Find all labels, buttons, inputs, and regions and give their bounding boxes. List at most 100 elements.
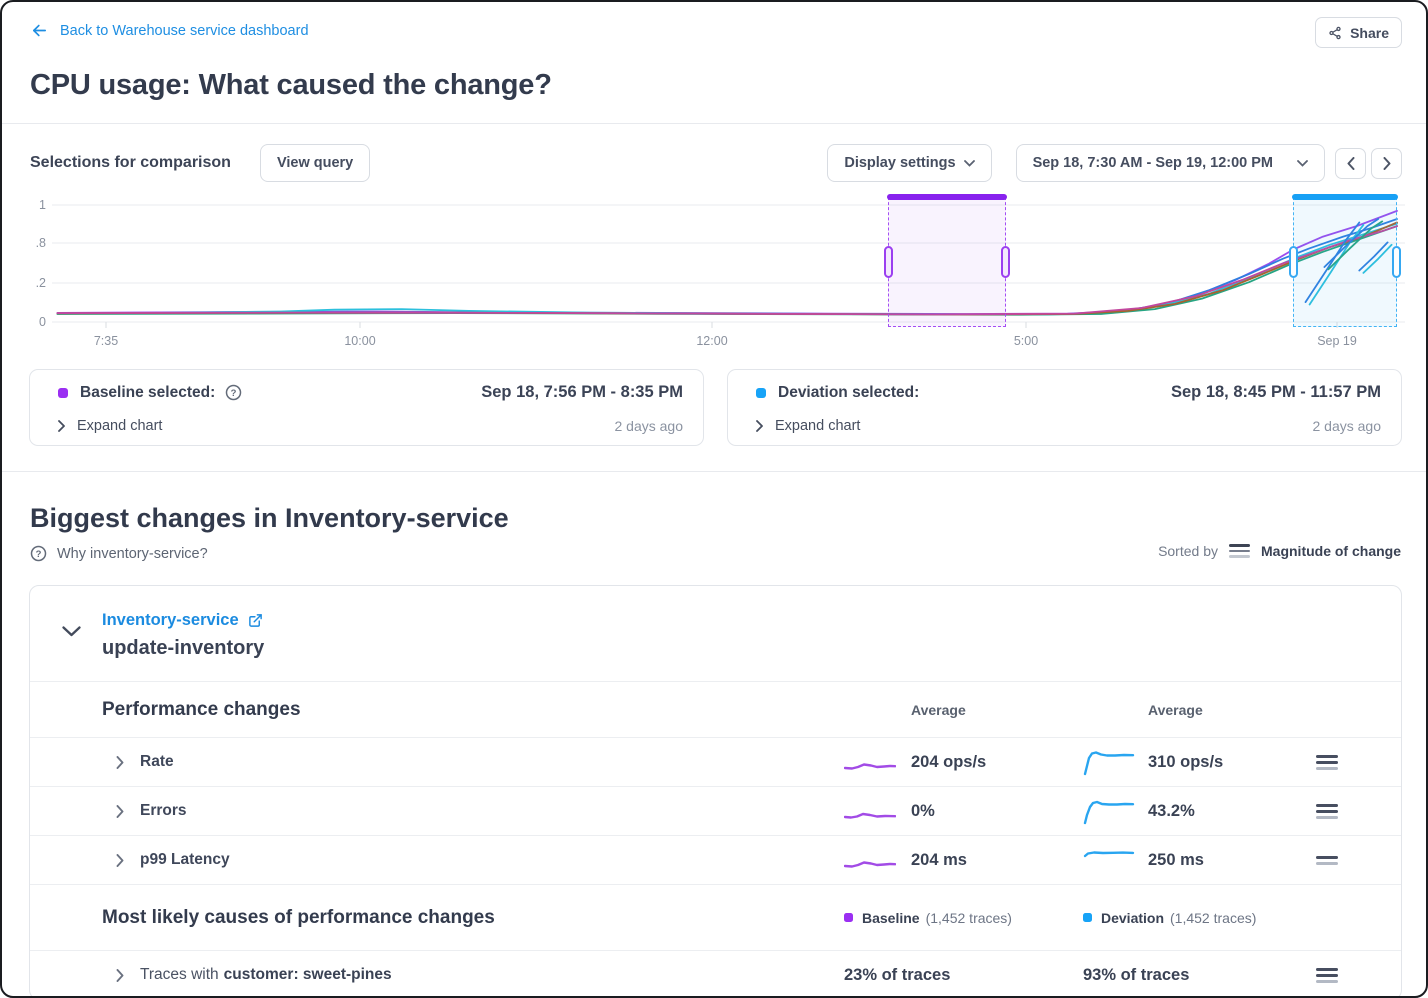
deviation-sparkline bbox=[1083, 851, 1135, 858]
svg-text:.2: .2 bbox=[36, 276, 46, 290]
baseline-left-handle[interactable] bbox=[884, 246, 893, 278]
svg-text:7:35: 7:35 bbox=[94, 334, 118, 348]
baseline-sparkline bbox=[844, 861, 896, 868]
deviation-value: 93% of traces bbox=[1083, 965, 1190, 984]
magnitude-indicator-icon bbox=[1316, 754, 1338, 770]
deviation-left-handle[interactable] bbox=[1289, 246, 1298, 278]
svg-text:10:00: 10:00 bbox=[344, 334, 375, 348]
deviation-legend: Deviation (1,452 traces) bbox=[1083, 910, 1316, 926]
share-button-label: Share bbox=[1350, 24, 1389, 41]
chevron-down-icon bbox=[963, 159, 975, 167]
selection-cards: Baseline selected: ? Sep 18, 7:56 PM - 8… bbox=[29, 369, 1402, 446]
deviation-right-handle[interactable] bbox=[1392, 246, 1401, 278]
baseline-value: 23% of traces bbox=[844, 965, 951, 984]
service-link[interactable]: Inventory-service bbox=[102, 611, 263, 630]
service-name: Inventory-service bbox=[102, 611, 239, 629]
time-range-label: Sep 18, 7:30 AM - Sep 19, 12:00 PM bbox=[1032, 155, 1273, 171]
arrow-left-icon bbox=[31, 22, 48, 39]
changes-title: Biggest changes in Inventory-service bbox=[30, 503, 509, 533]
changes-section-header: Biggest changes in Inventory-service ? W… bbox=[30, 503, 1401, 562]
chevron-right-icon[interactable] bbox=[116, 968, 124, 982]
baseline-value: 204 ops/s bbox=[911, 752, 987, 771]
view-query-button[interactable]: View query bbox=[259, 144, 371, 182]
top-bar: Back to Warehouse service dashboard Shar… bbox=[2, 2, 1426, 48]
deviation-relative-time: 2 days ago bbox=[1312, 418, 1382, 434]
deviation-value: 310 ops/s bbox=[1148, 752, 1224, 771]
deviation-selection[interactable] bbox=[1289, 194, 1401, 327]
baseline-sparkline bbox=[844, 812, 896, 819]
row-label: p99 Latency bbox=[140, 851, 230, 868]
sort-control[interactable]: Sorted by Magnitude of change bbox=[1158, 543, 1401, 562]
comparison-chart: 1 .8 .2 0 7:35 10:00 12:00 5:00 Sep 19 bbox=[2, 194, 1426, 353]
next-range-button[interactable] bbox=[1371, 147, 1402, 179]
chevron-down-icon[interactable] bbox=[62, 624, 81, 642]
deviation-expand-chart[interactable]: Expand chart bbox=[756, 418, 860, 434]
baseline-expand-chart[interactable]: Expand chart bbox=[58, 418, 162, 434]
svg-text:.8: .8 bbox=[36, 236, 46, 250]
table-row-rate[interactable]: Rate 204 ops/s 310 ops/s bbox=[30, 737, 1401, 786]
display-settings-button[interactable]: Display settings bbox=[827, 144, 992, 182]
comparison-toolbar: Selections for comparison View query Dis… bbox=[2, 124, 1426, 182]
baseline-dot bbox=[58, 387, 68, 398]
page-title: CPU usage: What caused the change? bbox=[30, 69, 552, 101]
service-panel-header[interactable]: Inventory-service update-inventory bbox=[30, 586, 1401, 681]
row-label-prefix: Traces with bbox=[140, 966, 219, 983]
svg-text:1: 1 bbox=[39, 198, 46, 212]
magnitude-indicator-icon bbox=[1316, 967, 1338, 983]
share-icon bbox=[1328, 26, 1342, 40]
baseline-relative-time: 2 days ago bbox=[614, 418, 684, 434]
expand-chart-label: Expand chart bbox=[775, 418, 861, 434]
chevron-right-icon[interactable] bbox=[116, 755, 124, 769]
chevron-right-icon bbox=[58, 420, 65, 432]
chevron-down-icon bbox=[1297, 159, 1308, 167]
causes-heading: Most likely causes of performance change… bbox=[102, 906, 495, 928]
time-nav-group bbox=[1335, 147, 1402, 179]
magnitude-indicator-icon bbox=[1316, 855, 1338, 865]
baseline-selection-top-bar[interactable] bbox=[887, 194, 1007, 200]
baseline-value: 0% bbox=[911, 801, 935, 820]
table-row-traces-customer[interactable]: Traces with customer: sweet-pines 23% of… bbox=[30, 950, 1401, 996]
deviation-value: 250 ms bbox=[1148, 850, 1204, 869]
header-divider bbox=[2, 123, 1426, 124]
why-label: Why inventory-service? bbox=[57, 545, 208, 562]
performance-header-row: Performance changes Average Average bbox=[30, 681, 1401, 737]
baseline-selection[interactable] bbox=[884, 194, 1010, 327]
baseline-card: Baseline selected: ? Sep 18, 7:56 PM - 8… bbox=[29, 369, 704, 446]
deviation-dot bbox=[1083, 913, 1092, 922]
performance-heading: Performance changes bbox=[102, 698, 301, 720]
external-link-icon bbox=[248, 613, 263, 628]
selections-label: Selections for comparison bbox=[30, 154, 231, 171]
deviation-dot bbox=[756, 387, 766, 398]
chevron-left-icon bbox=[1347, 156, 1355, 170]
deviation-average-header: Average bbox=[1148, 701, 1203, 718]
display-settings-label: Display settings bbox=[844, 155, 956, 171]
time-range-picker[interactable]: Sep 18, 7:30 AM - Sep 19, 12:00 PM bbox=[1015, 144, 1325, 182]
row-label: Rate bbox=[140, 753, 174, 770]
share-button[interactable]: Share bbox=[1315, 17, 1402, 48]
deviation-selection-top-bar[interactable] bbox=[1292, 194, 1398, 200]
back-link[interactable]: Back to Warehouse service dashboard bbox=[31, 22, 309, 39]
svg-text:12:00: 12:00 bbox=[696, 334, 727, 348]
table-row-p99-latency[interactable]: p99 Latency 204 ms 250 ms bbox=[30, 835, 1401, 884]
table-row-errors[interactable]: Errors 0% 43.2% bbox=[30, 786, 1401, 835]
operation-name: update-inventory bbox=[102, 637, 265, 659]
baseline-value: 204 ms bbox=[911, 850, 967, 869]
chevron-right-icon bbox=[756, 420, 763, 432]
help-icon[interactable]: ? bbox=[225, 384, 242, 401]
why-inventory-service-link[interactable]: ? Why inventory-service? bbox=[30, 545, 509, 562]
svg-text:5:00: 5:00 bbox=[1014, 334, 1038, 348]
chevron-right-icon[interactable] bbox=[116, 804, 124, 818]
toolbar-right: Display settings Sep 18, 7:30 AM - Sep 1… bbox=[827, 144, 1402, 182]
causes-header-row: Most likely causes of performance change… bbox=[30, 884, 1401, 950]
deviation-card: Deviation selected: Sep 18, 8:45 PM - 11… bbox=[727, 369, 1402, 446]
row-label: Errors bbox=[140, 802, 187, 819]
baseline-right-handle[interactable] bbox=[1001, 246, 1010, 278]
previous-range-button[interactable] bbox=[1335, 147, 1366, 179]
view-query-label: View query bbox=[276, 155, 354, 171]
baseline-legend-label: Baseline bbox=[862, 909, 920, 926]
baseline-sparkline bbox=[844, 763, 896, 770]
svg-text:?: ? bbox=[231, 388, 237, 399]
baseline-time-range: Sep 18, 7:56 PM - 8:35 PM bbox=[481, 383, 683, 401]
chevron-right-icon[interactable] bbox=[116, 853, 124, 867]
